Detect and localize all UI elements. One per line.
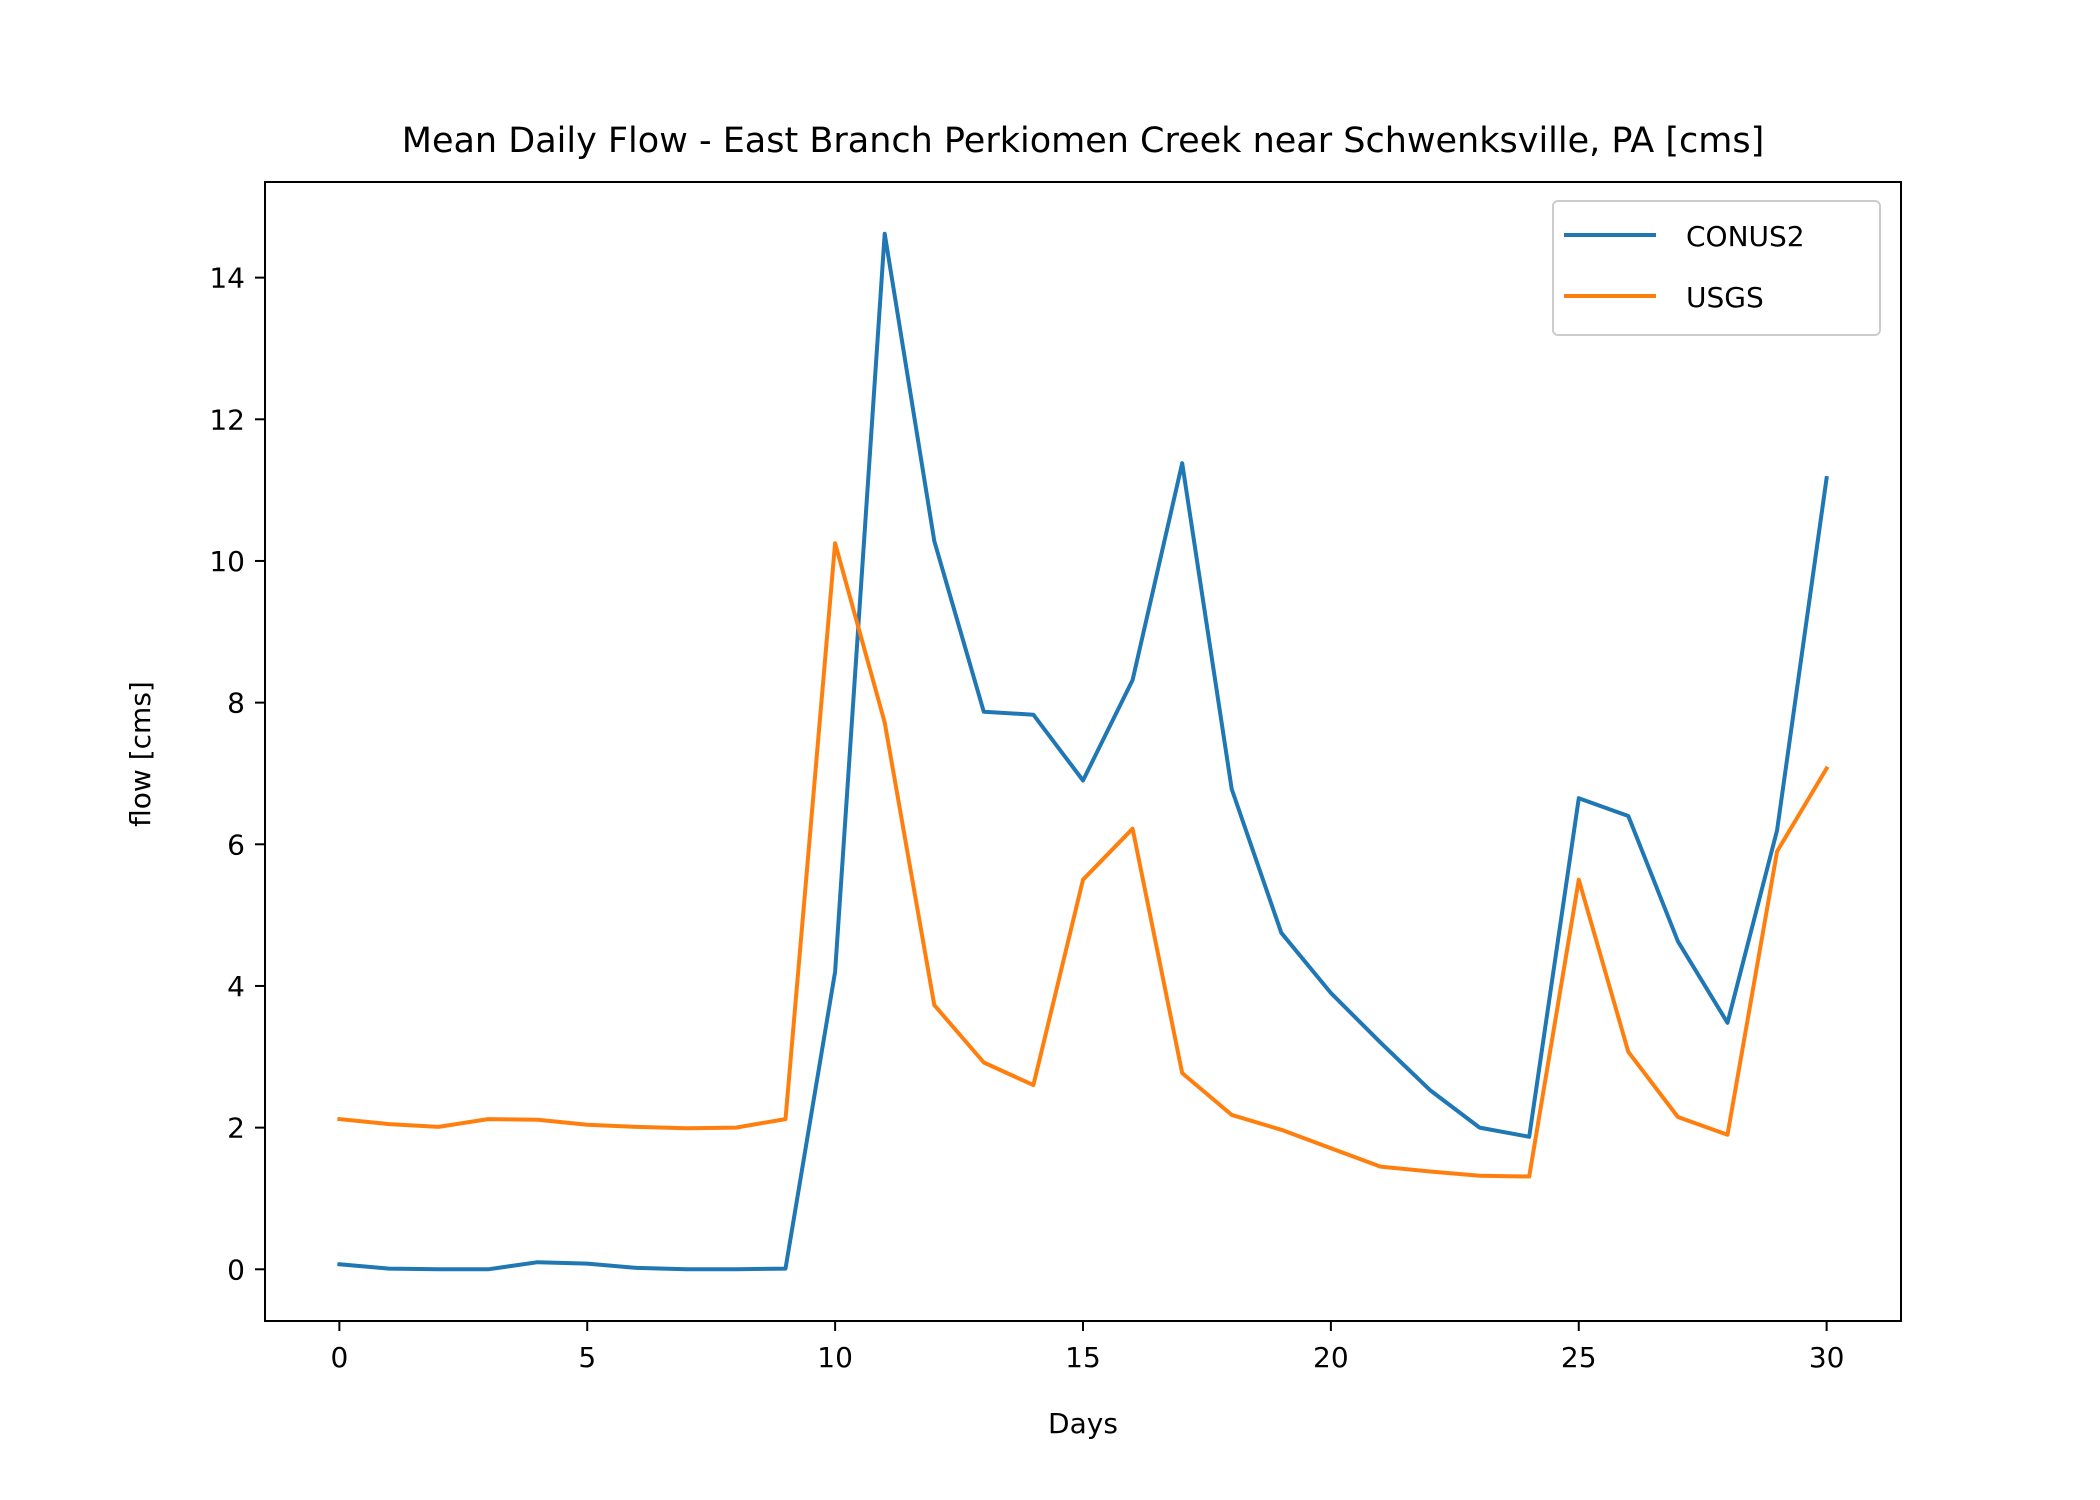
x-tick-label: 20 bbox=[1313, 1341, 1349, 1374]
x-axis-label: Days bbox=[1048, 1407, 1118, 1440]
x-tick-label: 30 bbox=[1809, 1341, 1845, 1374]
legend-label-conus2: CONUS2 bbox=[1686, 220, 1805, 253]
y-tick-label: 0 bbox=[227, 1253, 245, 1286]
x-tick-label: 25 bbox=[1561, 1341, 1597, 1374]
axes-frame bbox=[264, 181, 1902, 1322]
y-tick-label: 2 bbox=[227, 1112, 245, 1145]
series-line-usgs bbox=[337, 541, 1830, 1179]
plot-area bbox=[337, 231, 1830, 1272]
x-tick-label: 10 bbox=[817, 1341, 853, 1374]
x-tick-label: 15 bbox=[1065, 1341, 1101, 1374]
y-axis-label: flow [cms] bbox=[124, 681, 157, 827]
legend-label-usgs: USGS bbox=[1686, 281, 1764, 314]
chart-title: Mean Daily Flow - East Branch Perkiomen … bbox=[402, 121, 1764, 161]
series-line-conus2 bbox=[337, 231, 1829, 1272]
x-tick-label: 5 bbox=[578, 1341, 596, 1374]
y-tick-label: 10 bbox=[209, 545, 245, 578]
x-tick-label: 0 bbox=[330, 1341, 348, 1374]
y-tick-label: 12 bbox=[209, 403, 245, 436]
axis-ticks: 0 5 10 15 20 25 30 0 2 4 6 8 10 12 14 bbox=[209, 262, 1844, 1374]
y-tick-label: 8 bbox=[227, 687, 245, 720]
y-tick-label: 6 bbox=[227, 828, 245, 861]
y-tick-label: 4 bbox=[227, 970, 245, 1003]
y-tick-label: 14 bbox=[209, 262, 245, 295]
legend: CONUS2 USGS bbox=[1552, 200, 1881, 336]
